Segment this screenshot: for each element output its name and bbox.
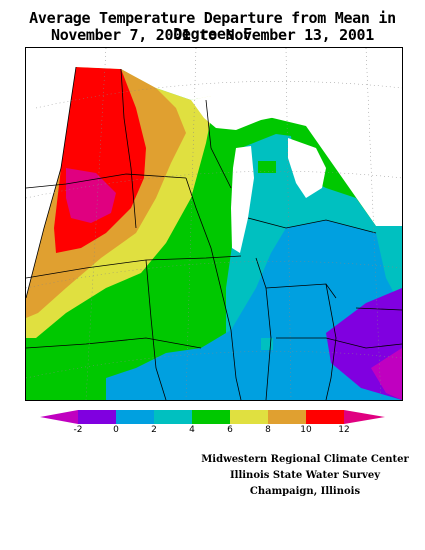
canada-north-blank: [26, 48, 402, 226]
credit-survey: Illinois State Water Survey: [229, 470, 381, 481]
lake-superior: [191, 90, 281, 130]
legend-tick: 6: [227, 425, 233, 435]
map-title: Average Temperature Departure from Mean …: [29, 9, 396, 43]
legend-tick: 0: [113, 425, 119, 435]
lake-michigan: [231, 146, 254, 253]
map-canvas: [26, 48, 402, 400]
legend-tick: 10: [300, 425, 312, 435]
legend-tick: 2: [151, 425, 157, 435]
credit-center: Midwestern Regional Climate Center: [201, 454, 409, 465]
legend-bin-0-2: [116, 410, 154, 424]
legend-bin-10-12: [306, 410, 344, 424]
legend-bin-4-6: [192, 410, 230, 424]
lake-huron: [288, 138, 326, 198]
legend-tick: 8: [265, 425, 271, 435]
legend-tick: 4: [189, 425, 195, 435]
legend-bin-2-4: [154, 410, 192, 424]
map-date-range: November 7, 2001 to November 13, 2001: [50, 26, 375, 44]
legend-arrow-high: [344, 410, 385, 424]
legend-bin-minus2-0: [78, 410, 116, 424]
legend-arrow-low: [40, 410, 78, 424]
color-scale-legend: [40, 410, 385, 424]
temperature-map: [25, 47, 403, 401]
legend-tick: -2: [73, 425, 83, 435]
legend-bin-6-8: [230, 410, 268, 424]
credit-location: Champaign, Illinois: [249, 486, 361, 497]
legend-colorbar: [40, 410, 385, 424]
zone-0-to-2: [106, 220, 402, 400]
zone-below-minus2: [371, 348, 402, 400]
legend-bin-8-10: [268, 410, 306, 424]
legend-tick: 12: [338, 425, 350, 435]
